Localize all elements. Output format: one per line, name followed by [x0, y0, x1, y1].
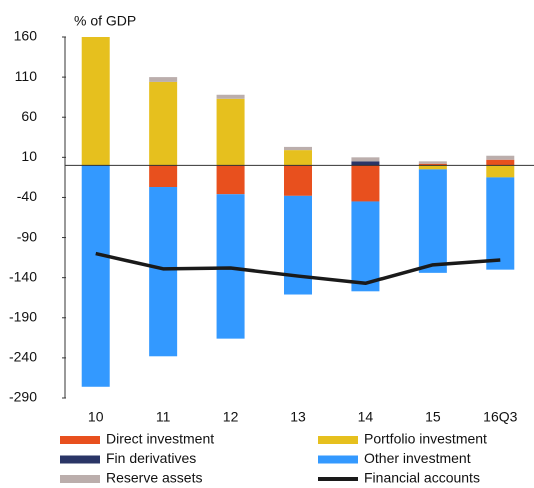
y-tick-label: -140: [9, 268, 37, 284]
x-tick-label: 10: [88, 409, 104, 425]
legend-label: Financial accounts: [364, 470, 480, 486]
x-tick-label: 15: [425, 409, 441, 425]
legend-label: Fin derivatives: [106, 450, 196, 466]
legend-swatch: [60, 436, 100, 444]
x-tick-label: 14: [358, 409, 374, 425]
legend-label: Reserve assets: [106, 470, 202, 486]
bar-segment: [81, 165, 110, 387]
y-tick-label: 60: [21, 108, 37, 124]
bar-segment: [486, 165, 515, 178]
y-tick-label: -290: [9, 389, 37, 405]
bar-segment: [81, 37, 110, 166]
y-tick-label: -190: [9, 308, 37, 324]
bar-segment: [351, 165, 380, 202]
bar-segment: [418, 163, 447, 166]
bar-segment: [418, 169, 447, 273]
line-series: [95, 251, 501, 286]
legend-label: Other investment: [364, 450, 471, 466]
y-tick-label: 110: [15, 68, 38, 84]
bar-segment: [486, 177, 515, 270]
y-tick-label: -90: [17, 228, 37, 244]
bar-segment: [418, 165, 447, 170]
bar-segment: [149, 165, 178, 188]
bar-segment: [486, 155, 515, 160]
legend-swatch: [318, 436, 358, 444]
legend-label: Direct investment: [106, 431, 214, 447]
bar-segment: [284, 150, 312, 166]
bar-segment: [418, 161, 447, 164]
x-tick-label: 11: [156, 409, 171, 425]
y-tick-label: 160: [14, 28, 38, 44]
bar-segment: [351, 157, 380, 162]
y-tick-label: -240: [9, 349, 37, 365]
x-tick-label: 16Q3: [483, 409, 517, 425]
bar-segment: [149, 81, 178, 166]
legend-swatch: [318, 455, 358, 464]
bar-segment: [216, 94, 245, 99]
y-tick-label: 10: [21, 148, 37, 164]
bar-segment: [216, 98, 245, 166]
x-tick-label: 13: [290, 409, 306, 425]
y-axis-label: % of GDP: [74, 13, 136, 29]
bar-segment: [149, 77, 178, 82]
legend-swatch: [60, 475, 100, 483]
bar-segment: [486, 159, 515, 166]
bar-segment: [284, 146, 312, 151]
bar-segment: [149, 187, 178, 357]
bar-segment: [351, 201, 380, 292]
bar-segment: [351, 161, 380, 166]
legend-swatch: [60, 455, 100, 464]
bar-segment: [216, 165, 245, 195]
y-tick-label: -40: [17, 188, 37, 204]
legend-label: Portfolio investment: [364, 431, 487, 447]
bar-segment: [284, 165, 312, 196]
x-tick-label: 12: [223, 409, 239, 425]
bar-segment: [284, 195, 312, 295]
